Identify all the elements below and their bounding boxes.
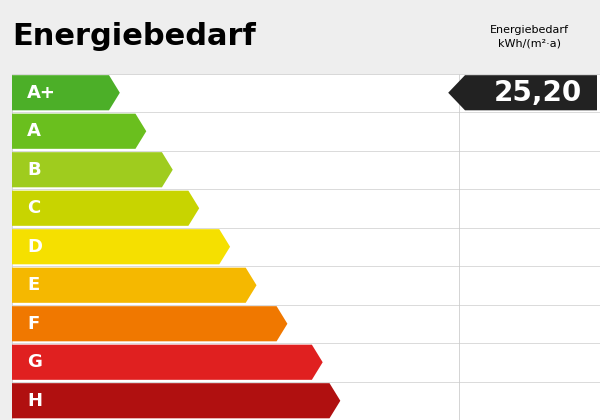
Text: C: C bbox=[27, 199, 40, 217]
Polygon shape bbox=[12, 152, 173, 187]
Polygon shape bbox=[12, 345, 323, 380]
Text: H: H bbox=[27, 392, 42, 410]
Text: Energiebedarf
kWh/(m²·a): Energiebedarf kWh/(m²·a) bbox=[490, 25, 569, 49]
FancyBboxPatch shape bbox=[12, 74, 459, 420]
Polygon shape bbox=[12, 191, 199, 226]
FancyBboxPatch shape bbox=[0, 0, 600, 74]
Polygon shape bbox=[12, 229, 230, 264]
Polygon shape bbox=[12, 268, 257, 303]
Polygon shape bbox=[448, 75, 597, 110]
Text: A+: A+ bbox=[27, 84, 56, 102]
Text: B: B bbox=[27, 161, 41, 179]
Text: 25,20: 25,20 bbox=[494, 79, 583, 107]
Polygon shape bbox=[12, 383, 340, 418]
Text: Energiebedarf: Energiebedarf bbox=[12, 22, 256, 51]
Polygon shape bbox=[12, 114, 146, 149]
Polygon shape bbox=[12, 75, 120, 110]
Text: A: A bbox=[27, 122, 41, 140]
Text: G: G bbox=[27, 353, 42, 371]
Text: F: F bbox=[27, 315, 39, 333]
Polygon shape bbox=[12, 306, 287, 341]
FancyBboxPatch shape bbox=[459, 74, 600, 420]
Text: D: D bbox=[27, 238, 42, 256]
Text: E: E bbox=[27, 276, 39, 294]
